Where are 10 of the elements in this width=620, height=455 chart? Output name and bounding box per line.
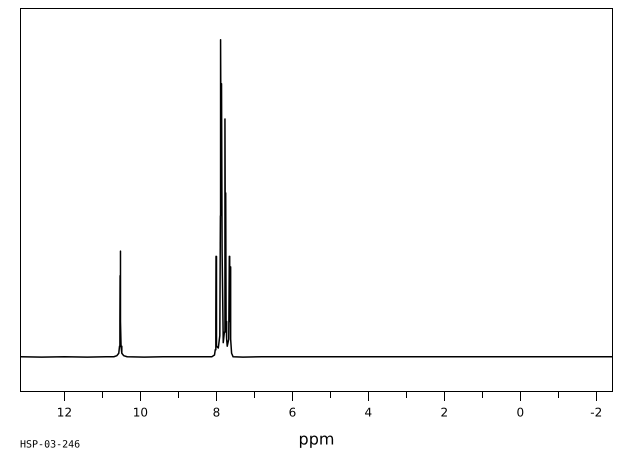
x-axis-title: ppm xyxy=(298,430,334,449)
text: HSP-03-246 xyxy=(20,440,80,451)
x-tick-label: 2 xyxy=(440,405,448,420)
x-tick-label: 6 xyxy=(288,405,296,420)
x-tick-label: 4 xyxy=(364,405,372,420)
x-tick-label: 10 xyxy=(132,405,148,420)
x-tick-label: 12 xyxy=(56,405,72,420)
x-tick-label: -2 xyxy=(590,405,602,420)
x-tick-label: 0 xyxy=(516,405,524,420)
x-tick-label: 8 xyxy=(212,405,220,420)
